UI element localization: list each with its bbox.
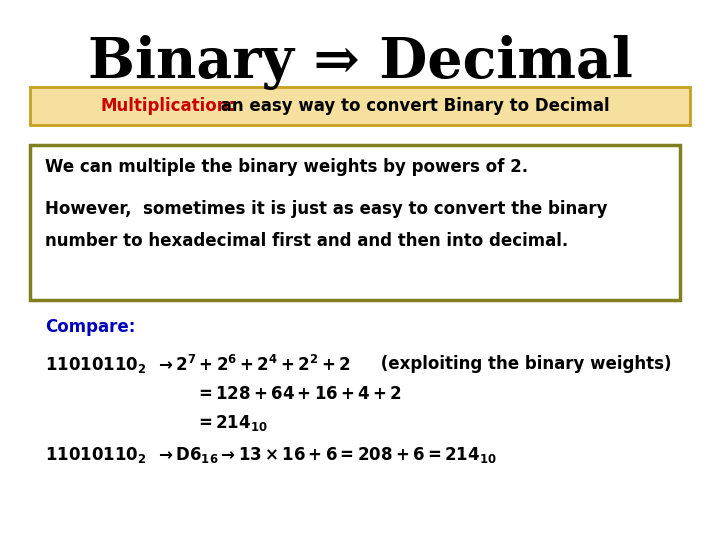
Text: $\mathbf{\rightarrow 2^7 + 2^6 + 2^4 + 2^2 + 2}$: $\mathbf{\rightarrow 2^7 + 2^6 + 2^4 + 2…: [155, 355, 351, 375]
Text: (exploiting the binary weights): (exploiting the binary weights): [375, 355, 672, 373]
Text: $\mathbf{\rightarrow D6_{16} \rightarrow 13 \times 16 + 6 = 208 + 6 = 214_{10}}$: $\mathbf{\rightarrow D6_{16} \rightarrow…: [155, 445, 497, 465]
Bar: [30, 87, 690, 125]
Text: We can multiple the binary weights by powers of 2.: We can multiple the binary weights by po…: [45, 158, 528, 176]
Text: an easy way to convert Binary to Decimal: an easy way to convert Binary to Decimal: [215, 97, 610, 115]
Text: Compare:: Compare:: [45, 318, 135, 336]
Text: $\mathbf{11010110_2}$: $\mathbf{11010110_2}$: [45, 445, 147, 465]
Text: number to hexadecimal first and and then into decimal.: number to hexadecimal first and and then…: [45, 232, 568, 250]
Text: Multiplication:: Multiplication:: [100, 97, 235, 115]
Bar: [30, 145, 680, 300]
Text: Binary ⇒ Decimal: Binary ⇒ Decimal: [88, 35, 632, 90]
Text: $\mathbf{= 128 + 64 + 16 + 4 + 2}$: $\mathbf{= 128 + 64 + 16 + 4 + 2}$: [195, 385, 402, 403]
Text: $\mathbf{11010110_2}$: $\mathbf{11010110_2}$: [45, 355, 147, 375]
Text: However,  sometimes it is just as easy to convert the binary: However, sometimes it is just as easy to…: [45, 200, 608, 218]
Text: $\mathbf{= 214_{10}}$: $\mathbf{= 214_{10}}$: [195, 413, 268, 433]
